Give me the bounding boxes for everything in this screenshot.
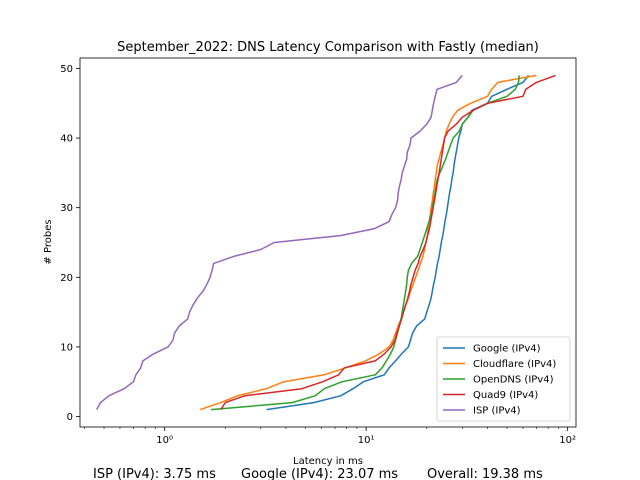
y-tick-label: 40	[60, 134, 73, 145]
series-line-isp-ipv4	[96, 74, 463, 410]
legend-label: ISP (IPv4)	[473, 406, 521, 417]
legend-label: Cloudflare (IPv4)	[473, 359, 556, 370]
footer-google-latency: Google (IPv4): 23.07 ms	[241, 467, 398, 480]
x-tick-label: 10¹	[358, 435, 375, 446]
series-line-opendns-ipv4	[211, 75, 520, 411]
series-line-quad9-ipv4	[220, 74, 556, 411]
chart-title: September_2022: DNS Latency Comparison w…	[117, 40, 539, 55]
legend-label: OpenDNS (IPv4)	[473, 375, 554, 386]
plot-frame	[79, 57, 577, 428]
plot-area: 10⁰ 10¹ 10² 0 10 20 30 40 50	[60, 64, 576, 446]
y-tick-label: 0	[67, 412, 73, 423]
legend-label: Quad9 (IPv4)	[473, 390, 538, 401]
y-tick-label: 50	[60, 64, 73, 75]
x-tick-label: 10²	[559, 435, 576, 446]
x-tick-label: 10⁰	[156, 435, 173, 446]
y-tick-label: 20	[60, 273, 73, 284]
footer-isp-latency: ISP (IPv4): 3.75 ms	[93, 467, 216, 480]
series-line-google-ipv4	[266, 74, 530, 411]
y-tick-label: 30	[60, 203, 73, 214]
legend: Google (IPv4) Cloudflare (IPv4) OpenDNS (I…	[436, 336, 571, 422]
legend-box	[436, 336, 571, 422]
legend-label: Google (IPv4)	[473, 344, 541, 355]
footer-overall-latency: Overall: 19.38 ms	[427, 467, 543, 480]
y-axis-label: # Probes	[43, 219, 54, 264]
x-axis-label: Latency in ms	[293, 456, 363, 467]
y-tick-label: 10	[60, 342, 73, 353]
